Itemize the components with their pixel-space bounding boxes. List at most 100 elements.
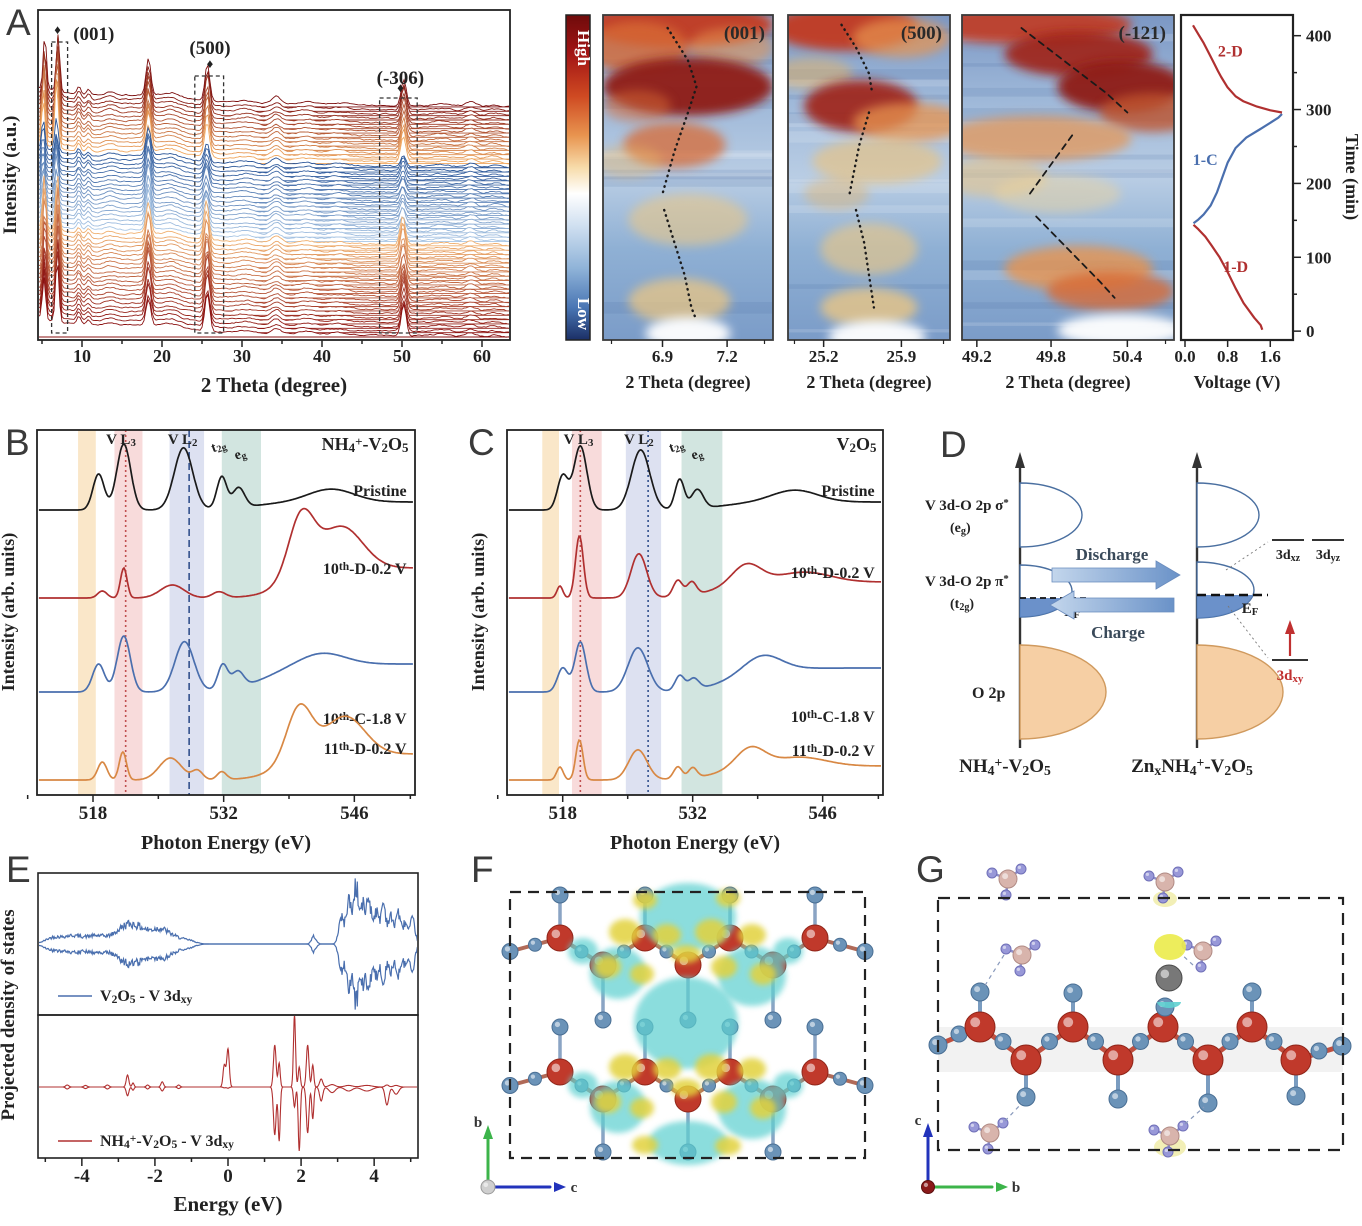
atom [528, 937, 542, 952]
peak-box [194, 75, 225, 334]
map-x-tick: 50.4 [1112, 347, 1142, 366]
xas-curve [508, 739, 881, 781]
atom [1155, 872, 1175, 892]
atom [764, 1011, 782, 1029]
atom [968, 1121, 980, 1133]
peak-shift-trace [848, 111, 871, 196]
panel-c-xas-v2o5: Pristine 10th-D-0.2 V 10th-C-1.8 V 11th-D-0… [468, 429, 884, 854]
colorbar-low-label: Low [574, 298, 593, 331]
peak-shift-trace [661, 26, 698, 196]
charge-depletion-isosurface [648, 1121, 728, 1165]
x-tick: 40 [313, 346, 331, 366]
energy-band [571, 430, 602, 795]
panel-f-label: F [471, 849, 494, 890]
charge-accumulation-isosurface [632, 1136, 658, 1154]
band-lobe [1196, 644, 1284, 740]
x-tick: 518 [79, 803, 108, 824]
energy-band [542, 430, 559, 795]
x-tick: 20 [153, 346, 171, 366]
x-axis-label: Photon Energy (eV) [610, 832, 780, 854]
atom [1147, 1011, 1179, 1043]
segment-label-1-C: 1-C [1193, 152, 1218, 169]
plot-border [36, 429, 416, 796]
b-axis-label: b [474, 1115, 482, 1131]
time-tick: 300 [1306, 101, 1332, 120]
atom [980, 1123, 1000, 1143]
curve-label: Pristine [821, 483, 874, 500]
peak-shift-trace [662, 208, 698, 322]
fermi-level-label: EF [1242, 601, 1259, 618]
atom [1198, 1093, 1218, 1113]
nh4-group [968, 1117, 1009, 1155]
x-tick: 30 [233, 346, 251, 366]
atom [1286, 1086, 1306, 1106]
charge-accumulation-isosurface [609, 919, 641, 945]
atom [833, 1071, 847, 1086]
charge-depletion-isosurface [568, 1072, 598, 1098]
material-label: NH4+-V2O5 [322, 434, 409, 456]
charge-accumulation-isosurface [609, 1054, 641, 1080]
atom [1192, 1044, 1224, 1076]
atom [551, 886, 569, 904]
atom [1057, 1011, 1089, 1043]
atom [1210, 935, 1222, 947]
contour-map-(-121) [962, 15, 1174, 340]
atom [1108, 1089, 1128, 1109]
left-material-formula: NH4+-V2O5 [959, 755, 1051, 777]
atom [1242, 982, 1262, 1002]
panel-b-label: B [5, 422, 30, 463]
atom [1236, 1011, 1268, 1043]
y-axis-label: Intensity (a.u.) [0, 116, 21, 235]
map-x-axis-label: 2 Theta (degree) [806, 372, 931, 393]
spectral-feature-label: t2g [209, 437, 228, 457]
energy-band [221, 430, 261, 795]
atom [1155, 964, 1183, 992]
xas-curve [38, 442, 413, 511]
dos-curve-nh4-v2o5 [39, 1016, 417, 1088]
atom [1265, 1033, 1283, 1050]
panel-g-label: G [916, 849, 945, 890]
peak-shift-trace [1028, 134, 1074, 195]
atom [480, 1179, 496, 1195]
time-tick: 0 [1306, 322, 1315, 341]
voltage-x-tick: 0.0 [1174, 347, 1195, 366]
peak-shift-trace [854, 208, 876, 309]
discharge-arrow [1051, 560, 1181, 590]
layer-structure [928, 891, 1352, 1157]
peak-shift-trace [840, 23, 874, 95]
atom [801, 1058, 829, 1086]
curve-label: 10th-D-0.2 V [323, 561, 407, 578]
atom [833, 937, 847, 952]
time-tick: 400 [1306, 27, 1332, 46]
map-x-tick: 25.2 [809, 347, 839, 366]
energy-band [114, 430, 143, 795]
atom [1177, 1033, 1194, 1050]
dxz-level-label: 3dxz [1276, 548, 1301, 564]
x-tick: 532 [209, 803, 238, 824]
charge-accumulation-isosurface [695, 1054, 727, 1080]
panel-g-zn-nh4-v2o5-structure: cb [915, 863, 1352, 1196]
dyz-level-label: 3dyz [1316, 548, 1341, 564]
spectral-feature-label: V L3 [106, 432, 136, 449]
atom [1193, 941, 1213, 961]
map-title: (500) [901, 23, 942, 44]
atom [551, 1018, 569, 1036]
atom [1015, 863, 1027, 875]
segment-label-2-D: 2-D [1218, 43, 1243, 60]
atom [1012, 945, 1032, 965]
xas-curve [38, 507, 413, 599]
x-tick: 2 [296, 1166, 306, 1187]
map-title: (-121) [1119, 23, 1166, 44]
atom [806, 886, 824, 904]
x-tick: 60 [473, 346, 491, 366]
segment-label-1-D: 1-D [1223, 259, 1248, 276]
time-axis-label: Time (min) [1341, 134, 1362, 220]
y-axis-label: Projected density of states [0, 909, 19, 1120]
x-axis-label: 2 Theta (degree) [201, 373, 347, 397]
panel-f-charge-density-structure: bc [474, 883, 874, 1196]
panel-d-band-diagram: EFEF3dxz3dyz3dxyDischargeChargeV 3d-O 2p… [925, 452, 1344, 778]
unit-cell-boundary [508, 890, 867, 1160]
nh4-group [1143, 866, 1184, 904]
spectral-feature-label: V L3 [564, 432, 594, 449]
atom [1016, 1087, 1036, 1107]
